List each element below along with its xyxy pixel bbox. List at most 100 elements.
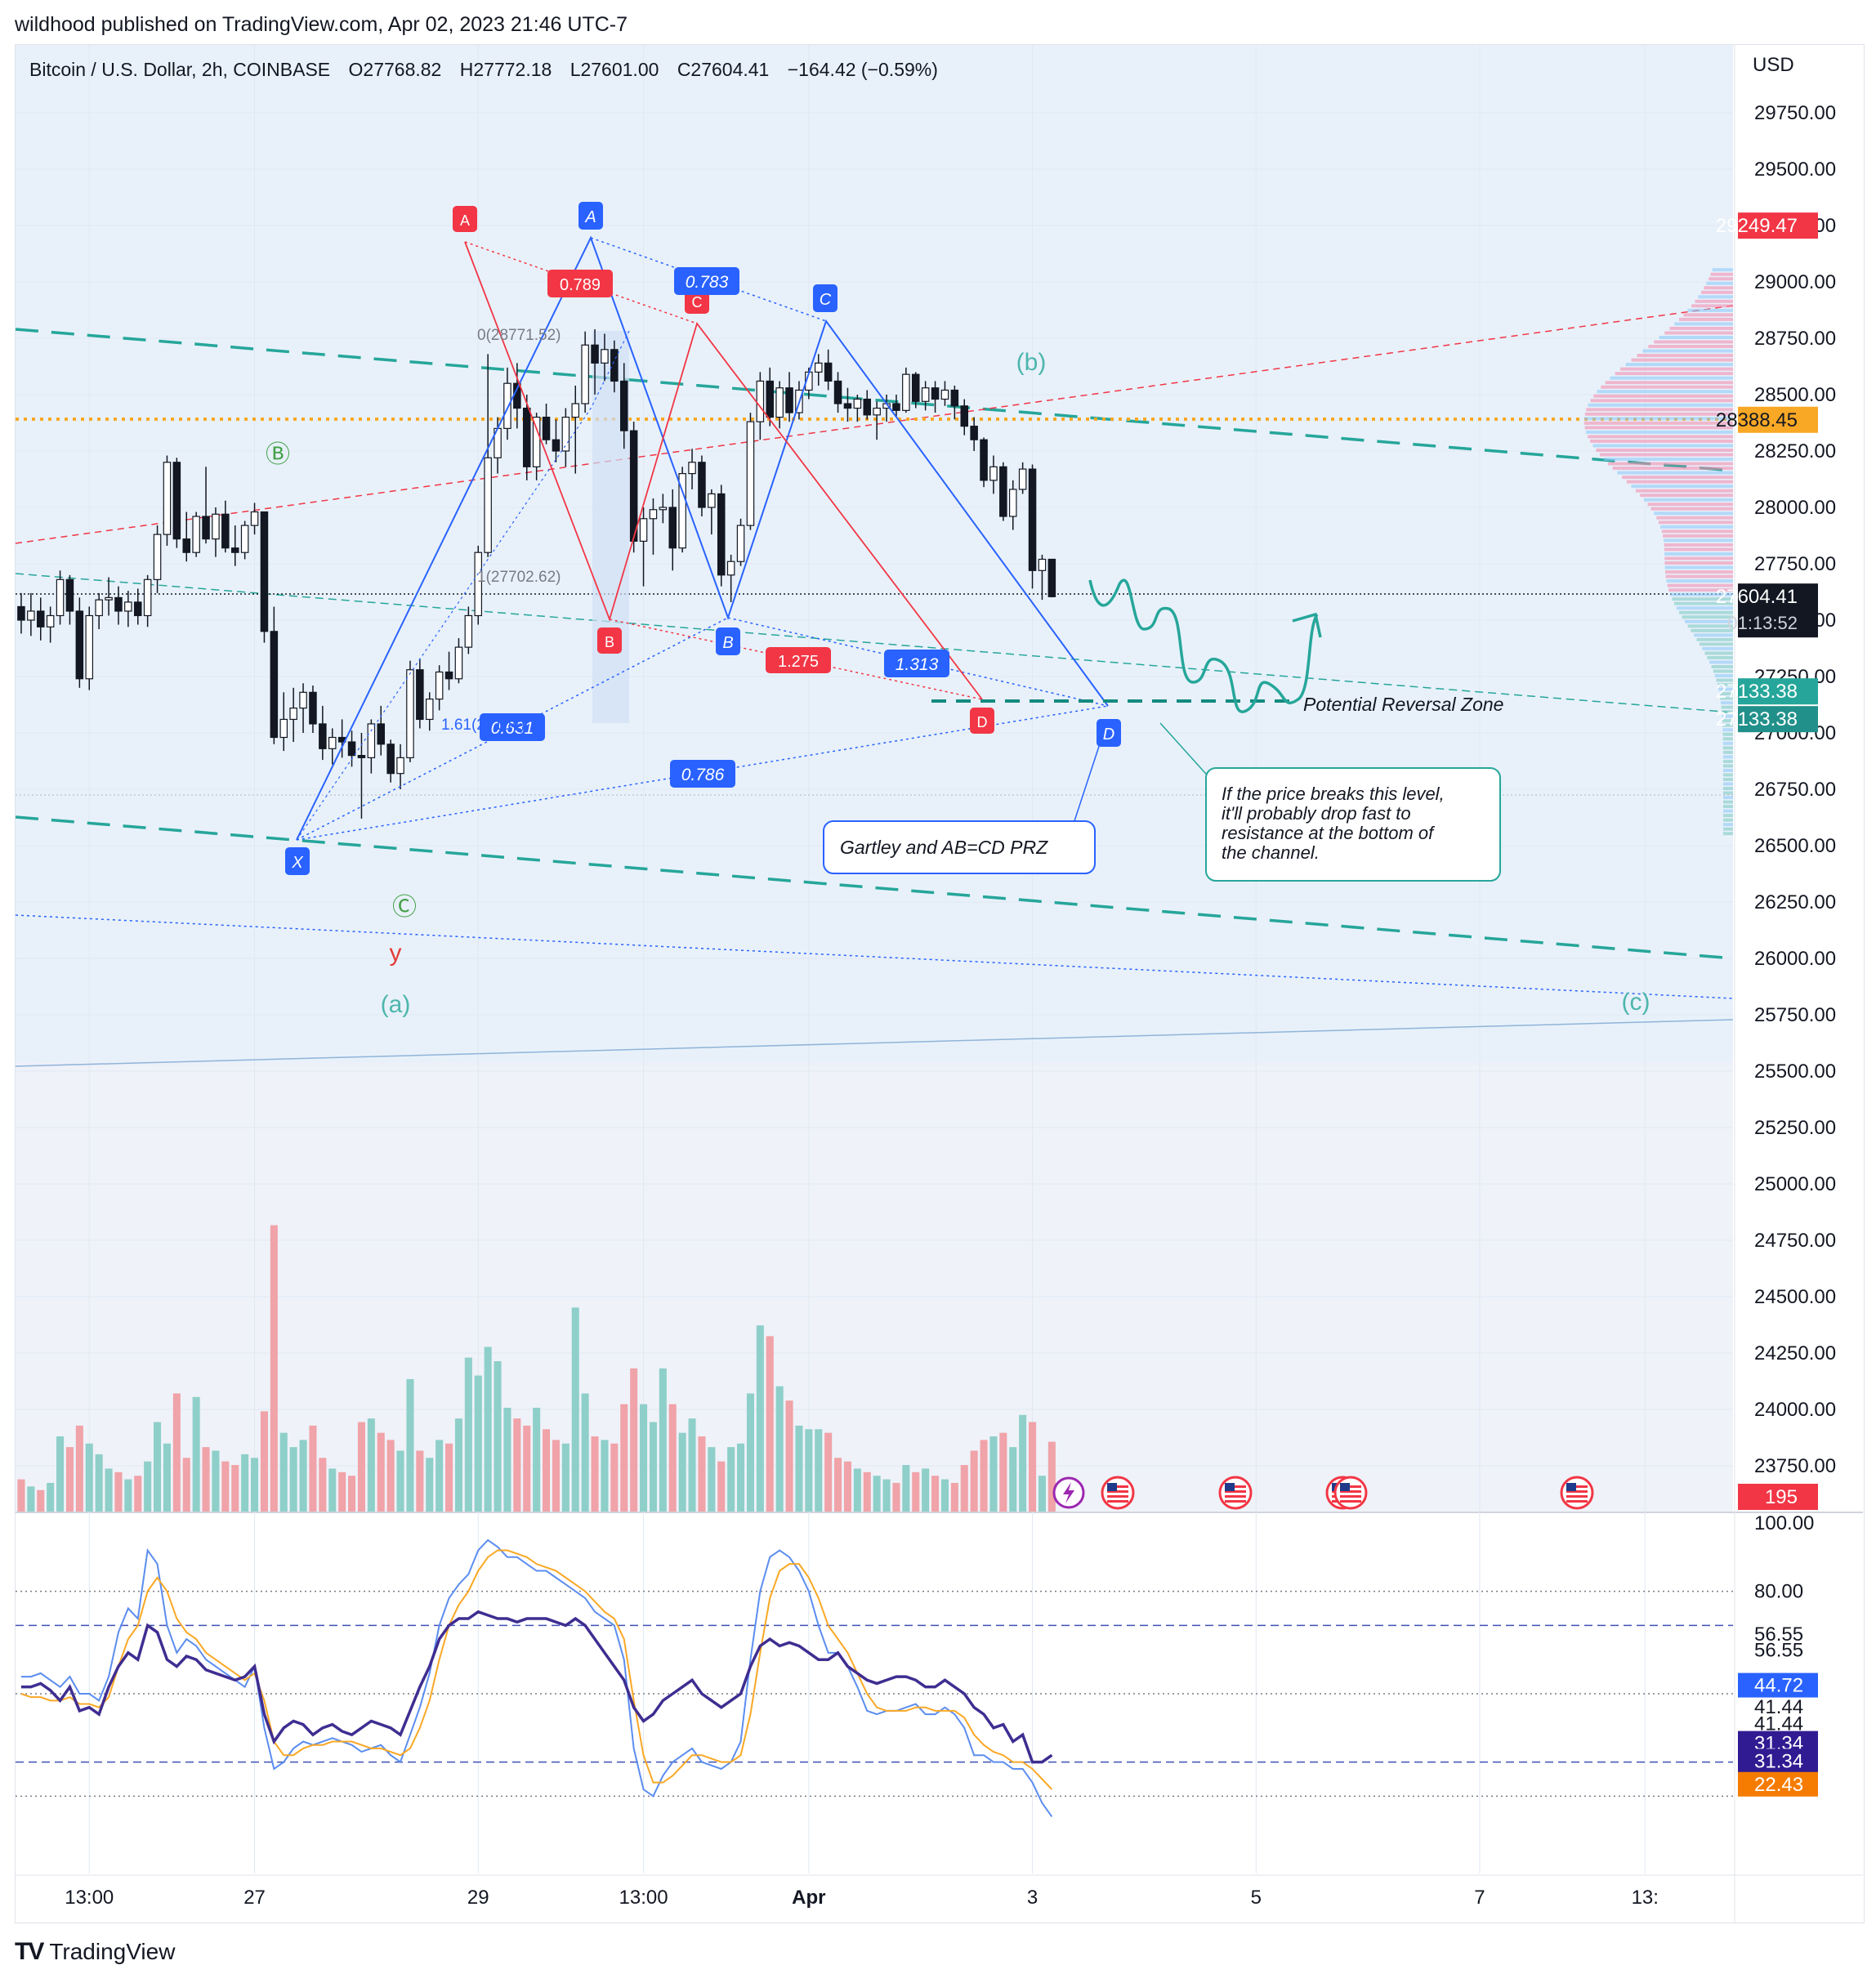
candle: [863, 398, 872, 416]
candle: [444, 671, 453, 680]
candle: [406, 669, 414, 758]
volume-profile-row: [1713, 669, 1733, 673]
volume-profile-row: [1612, 467, 1733, 471]
lightning-icon[interactable]: [1052, 1476, 1085, 1509]
volume-bar: [882, 1479, 891, 1512]
volume-profile-row: [1664, 543, 1733, 547]
volume-profile-row: [1664, 565, 1733, 569]
volume-profile-row: [1719, 692, 1733, 696]
stoch-axis[interactable]: 100.0080.0056.5556.5544.7241.4441.4431.3…: [1738, 1512, 1818, 1797]
volume-profile-row: [1588, 435, 1733, 439]
price-tick-label: 28500.00: [1754, 384, 1836, 406]
candle: [950, 389, 959, 407]
candle: [124, 601, 132, 612]
tradingview-footer[interactable]: TV TradingView: [15, 1938, 175, 1966]
volume-profile-row: [1722, 755, 1733, 759]
volume-profile-row: [1673, 601, 1733, 605]
volume-profile-row: [1615, 372, 1733, 376]
volume-profile-row: [1701, 290, 1733, 294]
candle: [775, 387, 784, 418]
time-axis[interactable]: 13:00 27 29 13:00 Apr 3 5 7 13:: [65, 1887, 1659, 1909]
volume-profile-row: [1695, 299, 1733, 303]
volume-profile-row: [1665, 574, 1733, 578]
volume-bar: [270, 1225, 278, 1512]
volume-profile-row: [1599, 453, 1733, 457]
ratio-label-0631: 0.631: [480, 713, 545, 741]
volume-bar: [445, 1443, 453, 1512]
volume-bar: [454, 1418, 462, 1512]
volume-profile-row: [1722, 791, 1733, 795]
volume-profile-row: [1718, 687, 1733, 691]
volume-bar: [357, 1422, 365, 1512]
volume-bar: [144, 1461, 152, 1512]
volume-bar: [630, 1368, 638, 1512]
volume-profile-row: [1712, 268, 1733, 272]
red-point-b[interactable]: B: [597, 627, 622, 654]
gartley-blue-fib: [296, 330, 630, 841]
volume-profile-row: [1668, 588, 1733, 592]
symbol-legend[interactable]: Bitcoin / U.S. Dollar, 2h, COINBASE O277…: [29, 59, 938, 81]
volume-profile-row: [1722, 759, 1733, 763]
volume-bar: [386, 1440, 395, 1512]
candles[interactable]: [17, 328, 1056, 819]
volume-profile-row: [1669, 326, 1733, 330]
candle: [746, 421, 755, 526]
stoch-badge-label: 31.34: [1754, 1750, 1803, 1772]
tradingview-logo-icon: TV: [15, 1938, 44, 1965]
candle: [892, 403, 900, 411]
volume-bar: [212, 1450, 220, 1512]
red-point-d[interactable]: D: [970, 708, 994, 734]
volume-bar: [319, 1458, 327, 1512]
candle: [736, 525, 745, 562]
volume-bar: [950, 1482, 958, 1512]
gartley-note-box[interactable]: [823, 820, 1096, 874]
candle: [902, 373, 910, 411]
volume-profile-row: [1584, 426, 1733, 430]
candle: [601, 349, 609, 364]
callout-line-3: resistance at the bottom of: [1222, 823, 1436, 843]
volume-profile-row: [1640, 494, 1733, 498]
candle: [396, 757, 404, 775]
blue-point-x[interactable]: X: [285, 847, 310, 875]
volume-profile-row: [1654, 511, 1733, 516]
volume-profile-row: [1601, 385, 1733, 389]
volume-profile-row: [1620, 367, 1733, 371]
blue-point-c[interactable]: C: [813, 284, 838, 312]
blue-point-a[interactable]: A: [578, 202, 603, 230]
volume-profile-row: [1698, 295, 1733, 299]
volume-bar: [17, 1479, 25, 1512]
wave-label-b-paren: (b): [1016, 349, 1047, 376]
volume-profile-row: [1647, 502, 1733, 507]
volume-bar: [513, 1418, 521, 1512]
price-axis[interactable]: 29750.0029500.0029250.0029000.0028750.00…: [1716, 102, 1836, 1510]
svg-text:1.275: 1.275: [778, 653, 819, 671]
volume-profile-row: [1693, 633, 1733, 637]
blue-point-b[interactable]: B: [716, 627, 740, 655]
candle: [202, 516, 210, 540]
volume-bar: [192, 1396, 200, 1512]
volume-profile-row: [1722, 750, 1733, 754]
volume-bar: [1009, 1447, 1017, 1512]
red-point-a[interactable]: A: [453, 206, 477, 232]
callout-line-2: it'll probably drop fast to: [1222, 803, 1411, 824]
volume-bar: [766, 1336, 774, 1512]
candle: [250, 511, 259, 526]
stoch-badge: [1738, 1748, 1818, 1774]
candle: [629, 430, 638, 542]
volume-bar: [834, 1458, 842, 1512]
volume-bar: [561, 1443, 570, 1512]
volume-profile-row: [1700, 642, 1733, 646]
svg-text:0.631: 0.631: [491, 719, 534, 738]
candle: [619, 380, 628, 431]
volume-profile-row: [1722, 768, 1733, 772]
volume-profile-row: [1684, 619, 1733, 623]
callout-box[interactable]: [1205, 767, 1501, 882]
blue-point-d[interactable]: D: [1097, 719, 1121, 747]
volume-profile-row: [1722, 719, 1733, 723]
time-tick-label: 27: [243, 1887, 266, 1909]
currency-label[interactable]: USD: [1753, 54, 1794, 76]
candle: [1018, 468, 1027, 490]
stoch-rsi-pane[interactable]: [16, 1539, 1733, 1818]
time-tick-label: 5: [1251, 1887, 1262, 1909]
